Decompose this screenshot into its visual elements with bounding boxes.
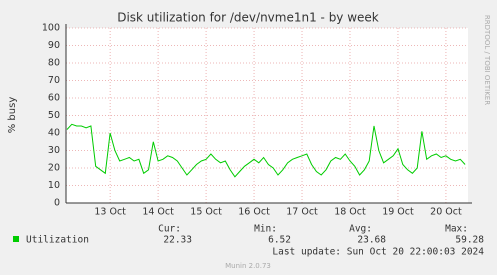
x-tick-label: 15 Oct: [190, 207, 222, 218]
y-axis-label: % busy: [7, 97, 18, 134]
y-tick-label: 60: [48, 93, 60, 104]
y-tick-label: 0: [54, 198, 60, 209]
stat-header: Max:: [445, 224, 468, 235]
x-tick-label: 13 Oct: [94, 207, 126, 218]
y-tick-label: 70: [48, 75, 60, 86]
y-tick-label: 80: [48, 58, 60, 69]
stat-value: 59.28: [455, 235, 484, 246]
stat-value: 23.68: [357, 235, 386, 246]
y-tick-label: 90: [48, 40, 60, 51]
y-tick-label: 40: [48, 128, 60, 139]
y-tick-label: 50: [48, 110, 60, 121]
y-tick-label: 100: [42, 23, 60, 34]
y-tick-label: 30: [48, 145, 60, 156]
x-tick-label: 18 Oct: [334, 207, 366, 218]
stat-header: Cur:: [158, 224, 181, 235]
x-tick-label: 20 Oct: [430, 207, 462, 218]
legend-swatch: [13, 236, 19, 242]
y-tick-label: 10: [48, 180, 60, 191]
x-tick-label: 17 Oct: [286, 207, 318, 218]
x-tick-label: 16 Oct: [238, 207, 270, 218]
stat-header: Min:: [254, 224, 277, 235]
footer: Munin 2.0.73: [225, 262, 271, 270]
stat-value: 6.52: [268, 235, 291, 246]
stat-header: Avg:: [349, 224, 372, 235]
chart-title: Disk utilization for /dev/nvme1n1 - by w…: [117, 11, 379, 25]
x-tick-label: 19 Oct: [382, 207, 414, 218]
legend-label: Utilization: [26, 235, 89, 246]
last-update: Last update: Sun Oct 20 22:00:03 2024: [272, 247, 484, 258]
x-tick-label: 14 Oct: [142, 207, 174, 218]
stat-value: 22.33: [163, 235, 192, 246]
side-label: RRDTOOL / TOBI OETIKER: [483, 15, 491, 105]
data-line: [66, 123, 466, 178]
y-tick-label: 20: [48, 163, 60, 174]
